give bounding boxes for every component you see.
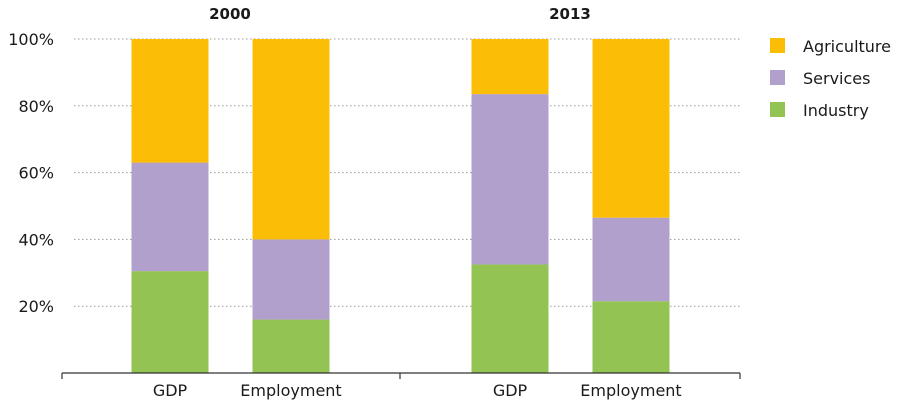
bar-segment-services [252, 239, 330, 320]
legend-label: Agriculture [803, 37, 891, 56]
bar-segment-services [592, 217, 670, 302]
legend-swatch-industry [770, 102, 785, 117]
group-title: 2013 [549, 5, 591, 23]
x-category-label: Employment [240, 381, 341, 400]
bar-segment-services [131, 162, 209, 272]
y-axis-ticks: 20% 40% 60% 80% 100% [8, 30, 54, 316]
bar-segment-agriculture [131, 39, 209, 163]
bar-segment-industry [592, 301, 670, 373]
axes [61, 372, 741, 379]
bar-segment-industry [471, 264, 549, 373]
y-tick-label: 40% [18, 230, 54, 249]
legend-label: Industry [803, 101, 869, 120]
bar-segment-services [471, 94, 549, 265]
bar-segment-agriculture [252, 39, 330, 240]
bar-segment-agriculture [592, 39, 670, 218]
group-titles: 2000 2013 [209, 5, 591, 23]
x-axis-labels: GDP Employment GDP Employment [153, 381, 682, 400]
x-category-label: GDP [153, 381, 188, 400]
bars [131, 39, 670, 373]
group-title: 2000 [209, 5, 251, 23]
y-tick-label: 80% [18, 97, 54, 116]
legend-swatch-agriculture [770, 38, 785, 53]
y-tick-label: 20% [18, 297, 54, 316]
bar-segment-industry [252, 319, 330, 373]
x-category-label: GDP [493, 381, 528, 400]
legend: Agriculture Services Industry [770, 37, 891, 120]
gridlines [74, 38, 740, 307]
bar-segment-industry [131, 271, 209, 373]
y-tick-label: 100% [8, 30, 54, 49]
y-tick-label: 60% [18, 164, 54, 183]
bar-segment-agriculture [471, 39, 549, 95]
x-category-label: Employment [580, 381, 681, 400]
legend-swatch-services [770, 70, 785, 85]
legend-label: Services [803, 69, 870, 88]
